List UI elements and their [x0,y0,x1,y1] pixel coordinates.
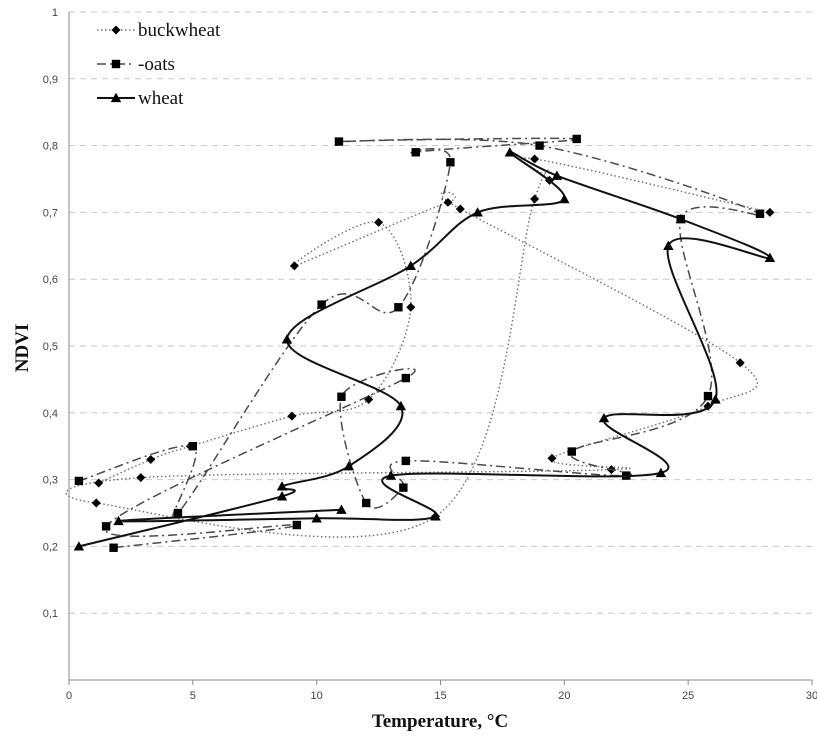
data-point-wheat [559,193,570,204]
data-point-oats [292,520,302,530]
series-line-buckwheat [65,157,771,538]
data-point-wheat [430,511,441,521]
data-point-oats [401,373,411,383]
data-point-buckwheat [455,204,465,214]
data-point-wheat [276,491,288,501]
y-tick-label: 0,4 [43,408,58,420]
series-group [65,134,776,552]
data-point-oats [317,300,326,309]
y-tick-label: 0,6 [43,274,58,286]
data-point-oats [337,392,346,401]
legend-label-wheat: wheat [138,88,184,109]
x-tick-label: 25 [682,690,694,702]
data-point-oats [173,508,183,518]
legend-label-oats: -oats [138,54,175,75]
data-point-buckwheat [530,154,540,164]
y-axis-title: NDVI [12,324,33,373]
data-point-wheat [675,213,686,224]
data-point-wheat [405,260,416,270]
axes: 1 0,9 0,8 0,7 0,6 0,5 0,4 0,3 0,2 0,1 0 5 10 15 20 25 30 [43,7,817,702]
data-point-wheat [655,467,667,478]
data-point-buckwheat [530,194,540,204]
data-point-oats [362,498,371,508]
y-tick-label: 0,8 [43,141,58,153]
data-point-buckwheat [287,411,297,421]
data-point-wheat [281,334,293,344]
data-point-wheat [710,394,721,404]
data-point-oats [399,483,408,492]
x-axis-title: Temperature, °C [372,711,508,732]
x-tick-label: 30 [806,690,817,702]
legend-marker-buckwheat [111,25,121,35]
data-point-buckwheat [289,261,299,271]
data-point-oats [755,209,765,218]
data-point-oats [567,447,576,456]
data-point-oats [101,522,111,531]
data-point-wheat [311,513,322,523]
y-tick-label: 1 [52,7,58,19]
data-point-wheat [472,207,483,217]
y-tick-label: 0,3 [43,475,58,487]
data-point-buckwheat [374,217,384,227]
data-point-oats [334,137,344,146]
x-tick-label: 20 [558,690,570,702]
y-tick-label: 0,2 [43,541,58,553]
y-tick-label: 0,7 [43,207,58,219]
series-line-wheat [78,150,771,548]
y-tick-label: 0,9 [43,74,58,86]
legend-marker-wheat [110,92,122,103]
data-point-oats [446,158,455,167]
data-point-wheat [598,412,610,423]
series-oats [74,134,765,552]
data-point-buckwheat [735,358,745,368]
gridlines [69,11,812,614]
data-point-oats [109,543,118,552]
data-point-oats [188,442,198,451]
x-tick-label: 5 [190,690,196,702]
data-point-buckwheat [94,478,104,488]
data-point-buckwheat [91,498,101,508]
data-point-oats [411,148,420,157]
legend-marker-oats [111,59,121,69]
data-point-wheat [504,147,516,157]
data-point-oats [401,456,411,466]
data-point-buckwheat [765,207,775,217]
legend: buckwheat -oats wheat [97,20,221,109]
data-point-oats [74,476,84,486]
data-point-wheat [73,541,85,551]
x-tick-label: 0 [66,690,72,702]
x-tick-label: 10 [311,690,323,702]
series-line-oats [78,137,765,549]
data-point-oats [572,134,581,144]
x-tick-label: 15 [434,690,446,702]
data-point-wheat [663,240,674,250]
data-point-oats [703,391,713,401]
y-tick-label: 0,5 [43,341,58,353]
data-point-wheat [343,461,355,471]
data-point-buckwheat [547,453,557,463]
data-point-wheat [551,170,563,180]
legend-label-buckwheat: buckwheat [138,20,221,41]
data-point-oats [394,303,403,312]
data-point-wheat [395,400,407,411]
data-point-wheat [113,515,124,526]
data-point-buckwheat [136,473,146,483]
y-tick-label: 0,1 [43,608,58,620]
data-point-wheat [764,252,776,262]
data-point-buckwheat [443,197,453,207]
data-point-oats [535,141,544,150]
data-point-buckwheat [406,302,416,312]
data-point-wheat [385,470,397,480]
series-wheat [73,147,776,551]
data-point-wheat [336,504,347,514]
data-point-wheat [276,481,288,491]
data-point-buckwheat [146,455,156,465]
